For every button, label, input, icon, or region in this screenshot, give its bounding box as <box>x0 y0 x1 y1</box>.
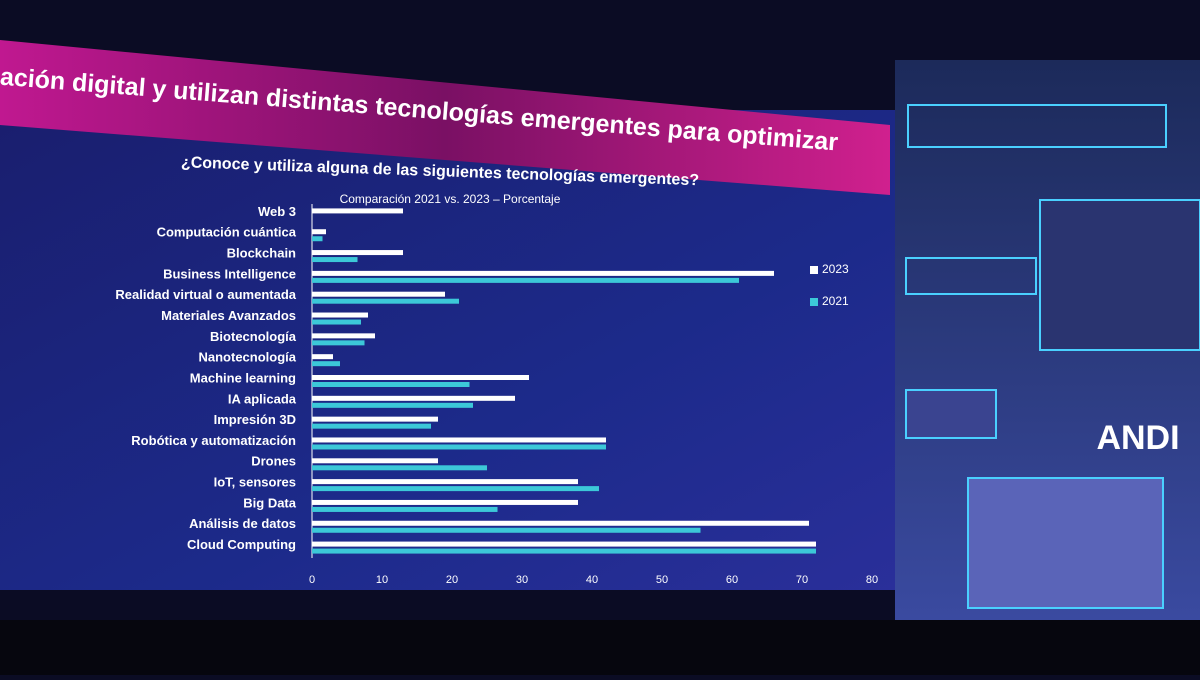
bar <box>312 541 816 547</box>
x-tick-label: 60 <box>726 574 738 586</box>
legend-swatch <box>810 266 818 274</box>
bar <box>312 250 403 256</box>
bar <box>312 354 333 360</box>
deco <box>907 104 1167 148</box>
y-tick-label: IA aplicada <box>228 391 297 406</box>
y-tick-label: Web 3 <box>258 204 296 219</box>
deco <box>967 477 1164 609</box>
bar <box>312 548 816 554</box>
x-tick-label: 70 <box>796 574 808 586</box>
bar <box>312 257 358 263</box>
y-tick-label: Big Data <box>243 495 297 510</box>
y-tick-label: Business Intelligence <box>163 266 296 281</box>
bar <box>312 291 445 297</box>
bar <box>312 277 739 283</box>
bar <box>312 416 438 422</box>
bar <box>312 229 326 235</box>
bar <box>312 382 470 387</box>
y-tick-label: Análisis de datos <box>189 516 296 531</box>
y-tick-label: Biotecnología <box>210 329 297 344</box>
bar <box>312 402 473 408</box>
legend-label: 2023 <box>822 262 849 276</box>
bar <box>312 444 606 450</box>
x-tick-label: 0 <box>309 574 315 586</box>
bar <box>312 340 365 346</box>
y-tick-label: Drones <box>251 454 296 469</box>
bar <box>312 458 438 464</box>
bar <box>312 375 529 380</box>
audience <box>0 620 1200 675</box>
y-tick-label: Impresión 3D <box>214 412 296 427</box>
logo: ANDI <box>1096 419 1179 457</box>
bar <box>312 298 459 304</box>
bar <box>312 270 774 276</box>
y-tick-label: Robótica y automatización <box>131 433 296 448</box>
y-tick-label: Computación cuántica <box>157 225 297 240</box>
bar <box>312 465 487 471</box>
x-tick-label: 40 <box>586 574 598 586</box>
x-tick-label: 10 <box>376 574 388 586</box>
y-tick-label: IoT, sensores <box>214 475 296 490</box>
bar <box>312 361 340 367</box>
x-tick-label: 80 <box>866 574 878 586</box>
deco <box>905 389 997 439</box>
chart-subtitle: Comparación 2021 vs. 2023 – Porcentaje <box>340 192 561 206</box>
bar <box>312 486 599 492</box>
bar <box>312 506 498 512</box>
legend-swatch <box>810 298 818 306</box>
x-tick-label: 50 <box>656 574 668 586</box>
deco <box>1039 199 1200 351</box>
bar <box>312 395 515 401</box>
deco <box>905 257 1037 295</box>
bar <box>312 527 701 533</box>
y-tick-label: Cloud Computing <box>187 537 296 552</box>
y-tick-label: Blockchain <box>227 245 296 260</box>
bar <box>312 319 361 325</box>
bar <box>312 479 578 485</box>
legend-label: 2021 <box>822 294 849 308</box>
y-tick-label: Machine learning <box>190 370 296 385</box>
plot: 0 10 20 30 40 50 60 70 80 Web 3 Computación cuánti… <box>115 204 878 586</box>
bar <box>312 236 323 242</box>
y-tick-label: Materiales Avanzados <box>161 308 296 323</box>
x-tick-label: 30 <box>516 574 528 586</box>
bar <box>312 312 368 318</box>
bar <box>312 437 606 443</box>
x-tick-label: 20 <box>446 574 458 586</box>
bar <box>312 520 809 526</box>
bar <box>312 333 375 339</box>
bar <box>312 423 431 429</box>
y-tick-label: Realidad virtual o aumentada <box>115 287 296 302</box>
banner <box>0 40 890 195</box>
bar <box>312 499 578 505</box>
y-tick-label: Nanotecnología <box>198 350 296 365</box>
bar <box>312 208 403 214</box>
